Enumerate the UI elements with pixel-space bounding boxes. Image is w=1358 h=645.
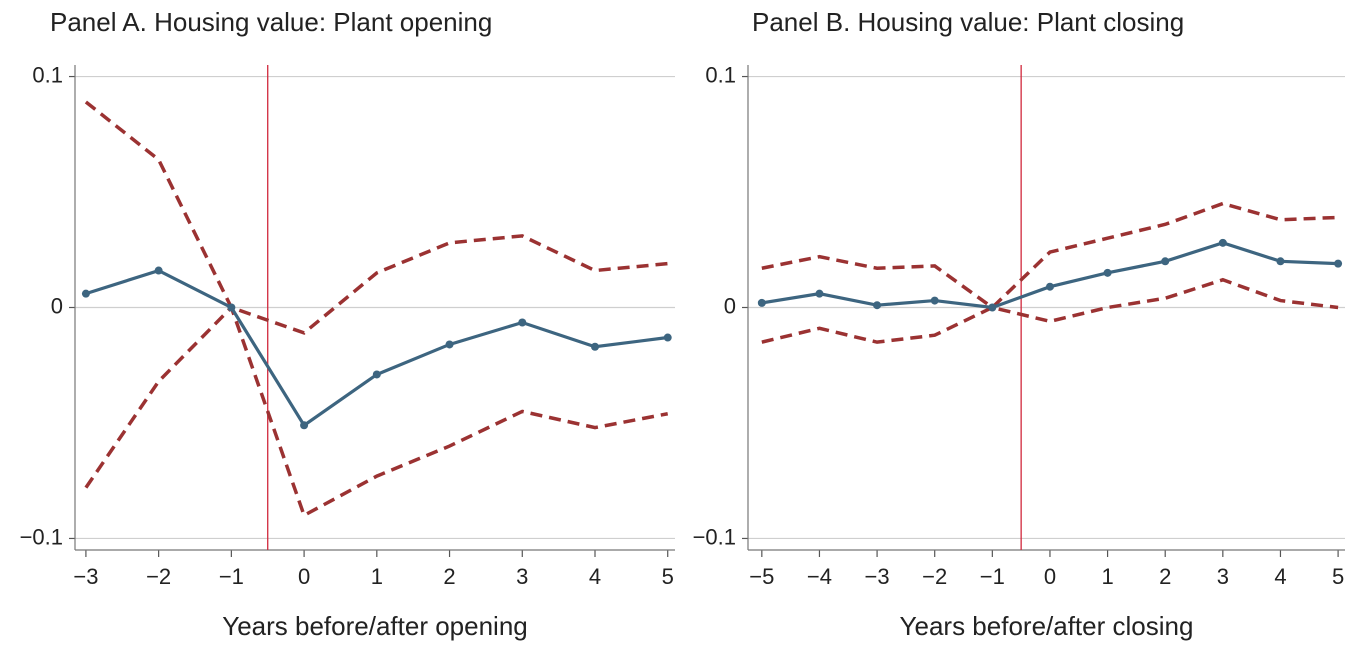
estimate-line [85, 268, 668, 428]
x-axis-label: Years before/after closing [900, 611, 1194, 641]
estimate-point [1045, 282, 1054, 291]
y-tick-label: −0.1 [20, 524, 63, 549]
x-tick-label: −3 [865, 564, 890, 589]
y-tick-label: 0 [51, 293, 63, 318]
confidence-bound [84, 100, 668, 335]
x-tick-label: −4 [807, 564, 832, 589]
estimate-point [227, 303, 236, 312]
x-axis-label: Years before/after opening [222, 611, 528, 641]
estimate-point [1334, 259, 1343, 268]
x-tick-label: −2 [922, 564, 947, 589]
estimate-point [154, 266, 163, 275]
panel-title: Panel B. Housing value: Plant closing [752, 7, 1184, 37]
estimate-point [1103, 268, 1112, 277]
x-tick-label: 3 [1217, 564, 1229, 589]
confidence-bound [761, 277, 1339, 344]
x-tick-label: 4 [589, 564, 601, 589]
estimate-point [445, 340, 454, 349]
x-tick-label: 1 [1101, 564, 1113, 589]
confidence-bound [761, 201, 1339, 310]
x-tick-label: 0 [298, 564, 310, 589]
estimate-point [988, 303, 997, 312]
y-tick-label: −0.1 [693, 524, 736, 549]
estimate-point [873, 301, 882, 310]
estimate-point [815, 289, 824, 298]
x-tick-label: −1 [980, 564, 1005, 589]
x-tick-label: 5 [1332, 564, 1344, 589]
estimate-point [518, 318, 527, 327]
x-tick-label: 1 [371, 564, 383, 589]
confidence-bound [84, 304, 669, 518]
x-tick-label: 5 [662, 564, 674, 589]
estimate-point [1276, 257, 1285, 266]
panel-title: Panel A. Housing value: Plant opening [50, 7, 492, 37]
x-tick-label: −5 [749, 564, 774, 589]
estimate-point [930, 296, 939, 305]
y-tick-label: 0.1 [32, 62, 63, 87]
x-tick-label: −1 [219, 564, 244, 589]
x-tick-label: −3 [73, 564, 98, 589]
x-tick-label: 2 [443, 564, 455, 589]
estimate-point [300, 421, 309, 430]
estimate-point [372, 370, 381, 379]
x-tick-label: 2 [1159, 564, 1171, 589]
estimate-point [663, 333, 672, 342]
estimate-point [591, 342, 599, 351]
x-tick-label: 4 [1274, 564, 1286, 589]
x-tick-label: −2 [146, 564, 171, 589]
x-tick-label: 3 [516, 564, 528, 589]
estimate-point [1161, 257, 1170, 266]
estimate-point [757, 298, 766, 307]
y-tick-label: 0.1 [705, 62, 736, 87]
y-tick-label: 0 [724, 293, 736, 318]
estimate-point [81, 289, 90, 298]
x-tick-label: 0 [1044, 564, 1056, 589]
estimate-point [1218, 238, 1227, 247]
